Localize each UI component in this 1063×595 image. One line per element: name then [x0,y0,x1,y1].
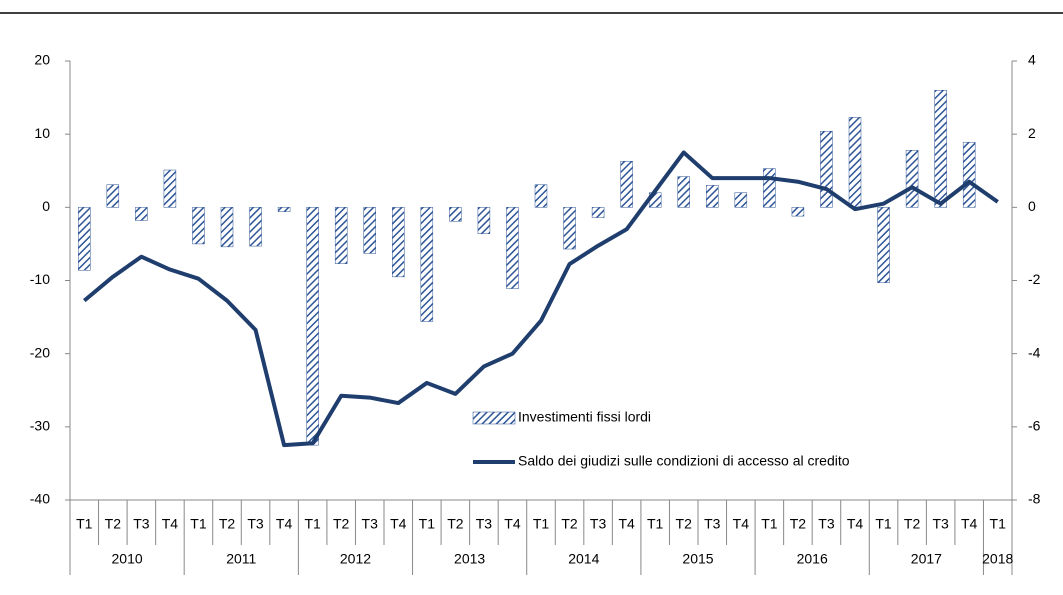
y2-tick-label: -6 [1028,418,1041,434]
y2-tick-label: -4 [1028,344,1041,360]
year-label: 2017 [911,551,942,567]
x-tick-label: T1 [647,516,664,532]
x-tick-label: T2 [219,516,236,532]
year-label: 2012 [340,551,371,567]
x-tick-label: T2 [333,516,350,532]
x-tick-label: T2 [561,516,578,532]
y-tick-label: -10 [30,271,50,287]
bar [534,184,548,208]
bar [506,207,519,289]
bar [249,207,262,247]
x-tick-label: T4 [847,516,864,532]
x-tick-label: T1 [76,516,93,532]
x-tick-label: T2 [676,516,693,532]
x-tick-label: T2 [790,516,807,532]
x-tick-label: T1 [990,516,1007,532]
x-tick-label: T3 [476,516,493,532]
bar [734,192,748,208]
year-label: 2015 [682,551,713,567]
bar [220,207,234,248]
bar [677,176,690,208]
x-tick-label: T1 [761,516,778,532]
x-tick-label: T1 [419,516,436,532]
bar [363,207,376,254]
x-tick-label: T1 [875,516,892,532]
year-label: 2010 [112,551,143,567]
x-tick-label: T3 [133,516,150,532]
y-tick-label: 0 [42,198,50,214]
x-tick-label: T3 [247,516,264,532]
y-tick-label: 20 [34,52,50,68]
bar [306,207,319,446]
x-tick-label: T3 [590,516,607,532]
year-label: 2014 [568,551,599,567]
bar [763,168,776,208]
year-label: 2011 [226,551,256,567]
x-tick-label: T1 [190,516,207,532]
y-tick-label: -20 [30,344,50,360]
legend-label: Saldo dei giudizi sulle condizioni di ac… [518,453,850,469]
x-tick-label: T3 [932,516,949,532]
x-tick-label: T1 [304,516,321,532]
y2-tick-label: -8 [1028,491,1041,507]
bar [106,184,120,208]
line [82,150,999,448]
x-tick-label: T3 [362,516,379,532]
bar [934,90,947,208]
x-tick-label: T2 [105,516,122,532]
x-tick-label: T2 [447,516,464,532]
x-tick-label: T3 [704,516,721,532]
bar [392,207,405,278]
bar [192,207,205,245]
x-tick-label: T1 [533,516,550,532]
y-tick-label: -40 [30,491,50,507]
bar [449,207,462,222]
bar [420,207,434,322]
bar [791,207,805,217]
bar [334,207,348,264]
bar [905,150,919,208]
year-label: 2013 [454,551,485,567]
bar [163,169,177,208]
bar [848,117,862,208]
y2-tick-label: 2 [1028,125,1036,141]
y2-tick-label: 0 [1028,198,1036,214]
bar [620,160,633,208]
bar [563,207,576,250]
x-tick-label: T4 [961,516,978,532]
y2-tick-label: -2 [1028,271,1041,287]
x-tick-label: T2 [904,516,921,532]
y2-tick-label: 4 [1028,52,1036,68]
x-tick-label: T4 [733,516,750,532]
x-tick-label: T4 [162,516,179,532]
x-tick-label: T4 [390,516,407,532]
bar [277,207,291,212]
bar [706,185,719,208]
bar [477,207,491,234]
year-label: 2018 [982,551,1013,567]
legend-swatch [472,411,516,425]
year-label: 2016 [797,551,828,567]
x-tick-label: T3 [818,516,835,532]
bar [820,130,833,208]
y-tick-label: -30 [30,418,50,434]
bar [135,207,148,221]
bar [962,141,976,208]
x-tick-label: T4 [276,516,293,532]
bar [877,207,890,283]
bar [78,207,91,271]
bar [591,207,605,218]
y-tick-label: 10 [34,125,50,141]
legend-label: Investimenti fissi lordi [518,409,651,425]
x-tick-label: T4 [618,516,635,532]
x-tick-label: T4 [504,516,521,532]
